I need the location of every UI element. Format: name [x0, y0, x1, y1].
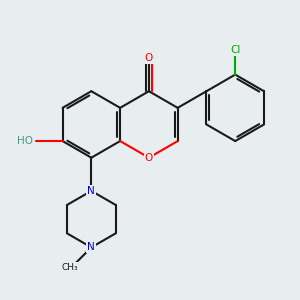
Text: HO: HO — [17, 136, 33, 146]
Text: O: O — [145, 53, 153, 63]
Text: O: O — [145, 153, 153, 163]
Text: CH₃: CH₃ — [61, 263, 78, 272]
Text: Cl: Cl — [230, 45, 240, 55]
Text: N: N — [88, 242, 95, 252]
Text: N: N — [88, 186, 95, 196]
